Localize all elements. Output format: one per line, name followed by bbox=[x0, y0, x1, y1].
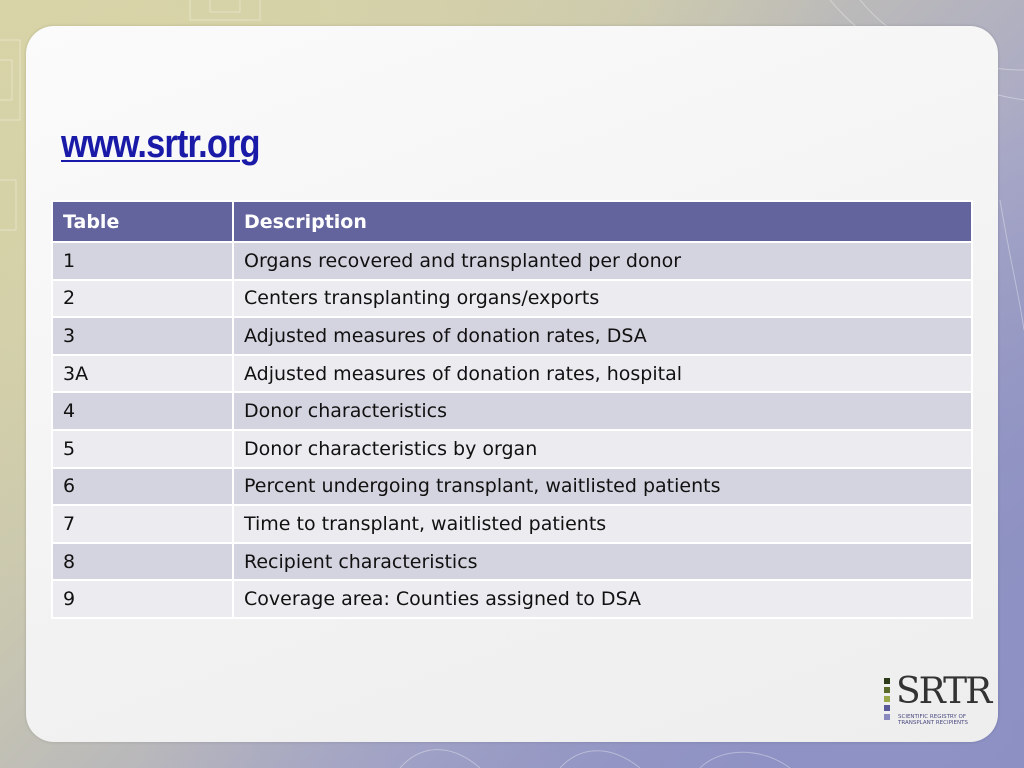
table-description: Centers transplanting organs/exports bbox=[232, 278, 973, 319]
table-row: 3A Adjusted measures of donation rates, … bbox=[51, 353, 973, 394]
header-description: Description bbox=[232, 200, 973, 243]
table-number: 3A bbox=[51, 353, 234, 394]
slide-title-link[interactable]: www.srtr.org bbox=[61, 122, 261, 166]
logo-wordmark: SRTR bbox=[896, 671, 992, 712]
table-number: 4 bbox=[51, 391, 234, 431]
table-number: 6 bbox=[51, 466, 234, 507]
srtr-logo: SRTR SCIENTIFIC REGISTRY OF TRANSPLANT R… bbox=[884, 672, 992, 728]
table-description: Adjusted measures of donation rates, DSA bbox=[232, 316, 973, 356]
table-row: 7 Time to transplant, waitlisted patient… bbox=[51, 504, 973, 544]
logo-subtitle-line2: TRANSPLANT RECIPIENTS bbox=[898, 720, 968, 726]
table-number: 2 bbox=[51, 278, 234, 319]
table-row: 3 Adjusted measures of donation rates, D… bbox=[51, 316, 973, 356]
table-description: Organs recovered and transplanted per do… bbox=[232, 241, 973, 281]
table-description: Percent undergoing transplant, waitliste… bbox=[232, 466, 973, 507]
table-header-row: Table Description bbox=[51, 200, 973, 243]
table-number: 5 bbox=[51, 428, 234, 469]
table-row: 2 Centers transplanting organs/exports bbox=[51, 278, 973, 319]
header-table: Table bbox=[51, 200, 234, 243]
table-description: Recipient characteristics bbox=[232, 541, 973, 582]
table-description: Time to transplant, waitlisted patients bbox=[232, 504, 973, 544]
table-number: 3 bbox=[51, 316, 234, 356]
logo-subtitle-line1: SCIENTIFIC REGISTRY OF bbox=[898, 714, 967, 720]
table-row: 4 Donor characteristics bbox=[51, 391, 973, 431]
logo-dots-icon bbox=[884, 678, 892, 722]
table-description: Donor characteristics by organ bbox=[232, 428, 973, 469]
table-description: Donor characteristics bbox=[232, 391, 973, 431]
table-row: 1 Organs recovered and transplanted per … bbox=[51, 241, 973, 281]
table-description: Adjusted measures of donation rates, hos… bbox=[232, 353, 973, 394]
table-row: 6 Percent undergoing transplant, waitlis… bbox=[51, 466, 973, 507]
logo-subtitle: SCIENTIFIC REGISTRY OF TRANSPLANT RECIPI… bbox=[898, 714, 968, 726]
table-row: 8 Recipient characteristics bbox=[51, 541, 973, 582]
table-number: 8 bbox=[51, 541, 234, 582]
table-description: Coverage area: Counties assigned to DSA bbox=[232, 579, 973, 619]
table-row: 5 Donor characteristics by organ bbox=[51, 428, 973, 469]
table-row: 9 Coverage area: Counties assigned to DS… bbox=[51, 579, 973, 619]
table-number: 7 bbox=[51, 504, 234, 544]
table-number: 9 bbox=[51, 579, 234, 619]
tables-list: Table Description 1 Organs recovered and… bbox=[51, 200, 973, 619]
table-number: 1 bbox=[51, 241, 234, 281]
